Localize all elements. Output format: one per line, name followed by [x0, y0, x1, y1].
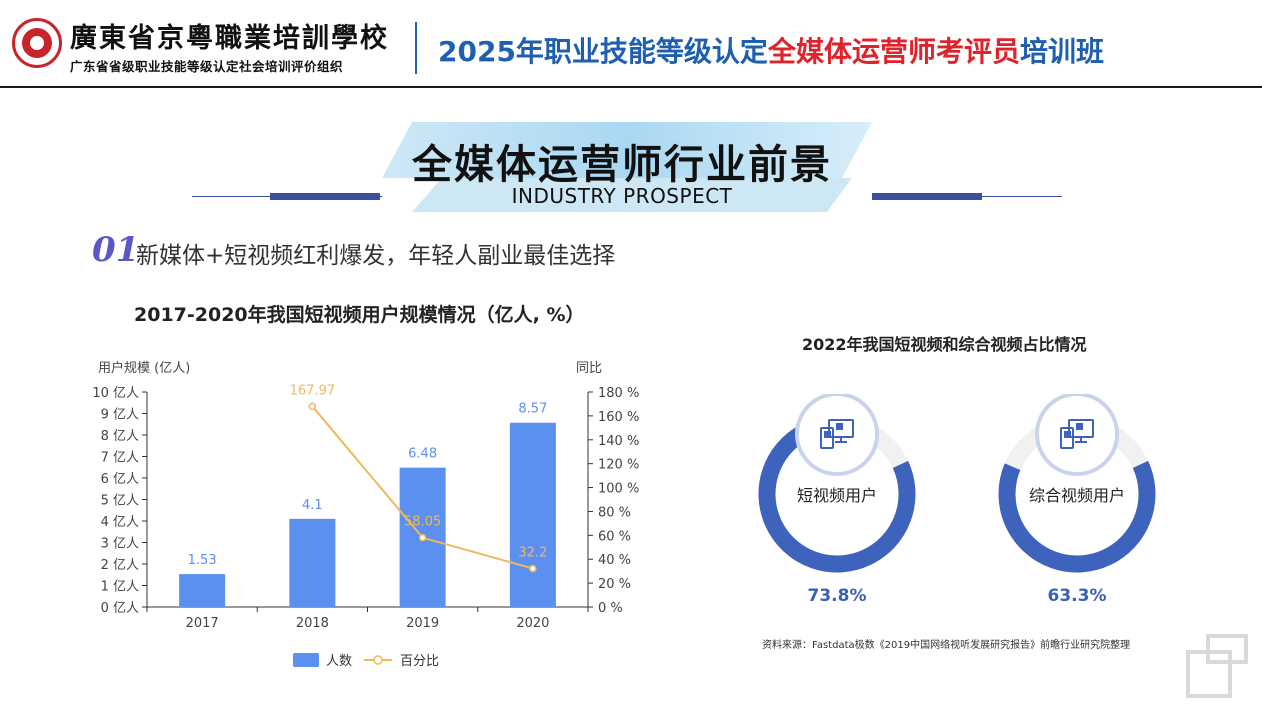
legend-swatch-line-marker — [373, 655, 383, 665]
donut-chart-title: 2022年我国短视频和综合视频占比情况 — [802, 335, 1087, 354]
devices-icon — [820, 419, 854, 449]
banner-subtitle: INDUSTRY PROSPECT — [511, 184, 733, 208]
donut-percent-2: 63.3% — [1047, 586, 1107, 606]
x-tick-label: 2020 — [516, 616, 549, 631]
course-title: 2025年职业技能等级认定全媒体运营师考评员培训班 — [438, 30, 1104, 70]
x-tick-label: 2019 — [406, 616, 439, 631]
corner-decoration-icon — [1186, 634, 1248, 698]
bar-2019 — [399, 467, 446, 607]
donut-2 — [998, 394, 1156, 573]
header: 廣東省京粵職業培訓學校 广东省省级职业技能等级认定社会培训评价组织 2025年职… — [0, 0, 1262, 88]
donut-label-1: 短视频用户 — [796, 486, 877, 505]
school-subtitle: 广东省省级职业技能等级认定社会培训评价组织 — [70, 59, 344, 74]
bar-label-2017: 1.53 — [188, 553, 217, 568]
x-tick-label: 2017 — [186, 616, 219, 631]
banner-background — [382, 122, 872, 212]
y-right-tick-label: 100 % — [598, 482, 639, 497]
bar-label-2018: 4.1 — [302, 498, 323, 513]
line-label-2020: 32.2 — [518, 546, 547, 561]
bar-2020 — [509, 422, 556, 607]
line-label-2019: 58.05 — [404, 515, 441, 530]
devices-icon — [1060, 419, 1094, 449]
donut-label-2: 综合视频用户 — [1028, 486, 1125, 505]
line-point-2018 — [308, 402, 317, 411]
bar-label-2019: 6.48 — [408, 447, 437, 462]
line-label-2018: 167.97 — [290, 383, 336, 398]
header-divider — [415, 22, 417, 74]
y-left-tick-label: 7 亿人 — [101, 451, 139, 466]
legend-label-bars: 人数 — [326, 654, 352, 669]
y-right-tick-label: 80 % — [598, 505, 631, 520]
y-left-tick-label: 4 亿人 — [101, 515, 139, 530]
device-icon-badge — [795, 394, 879, 476]
donut-percent-1: 73.8% — [807, 586, 867, 606]
line-point-2019 — [418, 533, 427, 542]
banner-title: 全媒体运营师行业前景 — [412, 142, 832, 188]
y-right-tick-label: 60 % — [598, 529, 631, 544]
device-icon-badge — [1035, 394, 1119, 476]
y-left-tick-label: 6 亿人 — [101, 472, 139, 487]
bar-label-2020: 8.57 — [518, 402, 547, 417]
bar-2018 — [289, 518, 336, 607]
course-title-part2: 全媒体运营师考评员 — [767, 35, 1020, 68]
legend-swatch-bars — [293, 653, 319, 667]
banner-bar-right — [872, 193, 982, 200]
school-name: 廣東省京粵職業培訓學校 — [70, 23, 389, 54]
bar-2017 — [179, 574, 226, 607]
line-point-2020 — [529, 564, 537, 573]
y-left-tick-label: 3 亿人 — [101, 537, 139, 552]
y-axis-right-label: 同比 — [576, 361, 602, 376]
source-note: 资料来源：Fastdata极数《2019中国网络视听发展研究报告》前瞻行业研究院… — [762, 640, 1131, 651]
section-number: 01 — [92, 230, 140, 270]
y-right-tick-label: 120 % — [598, 458, 639, 473]
y-left-tick-label: 1 亿人 — [101, 580, 139, 595]
y-left-tick-label: 10 亿人 — [92, 386, 139, 401]
bar-chart-title: 2017-2020年我国短视频用户规模情况（亿人, %） — [134, 304, 585, 326]
line-series-percent — [311, 405, 534, 570]
y-left-tick-label: 0 亿人 — [101, 601, 139, 616]
y-right-tick-label: 40 % — [598, 553, 631, 568]
banner-bar-left — [270, 193, 380, 200]
course-title-part1: 2025年职业技能等级认定 — [438, 35, 768, 68]
y-left-tick-label: 8 亿人 — [101, 429, 139, 444]
course-title-part3: 培训班 — [1019, 35, 1104, 68]
y-left-tick-label: 9 亿人 — [101, 408, 139, 423]
x-tick-label: 2018 — [296, 616, 329, 631]
y-left-tick-label: 5 亿人 — [101, 494, 139, 509]
y-left-tick-label: 2 亿人 — [101, 558, 139, 573]
legend-label-line: 百分比 — [400, 654, 439, 669]
y-right-tick-label: 0 % — [598, 601, 623, 616]
donut-1 — [758, 394, 916, 573]
y-right-tick-label: 20 % — [598, 577, 631, 592]
y-axis-left-label: 用户规模 (亿人) — [98, 360, 190, 376]
y-right-tick-label: 160 % — [598, 410, 639, 425]
y-right-tick-label: 140 % — [598, 434, 639, 449]
school-seal-logo — [12, 18, 62, 68]
y-right-tick-label: 180 % — [598, 386, 639, 401]
section-heading: 新媒体+短视频红利爆发，年轻人副业最佳选择 — [136, 243, 616, 269]
